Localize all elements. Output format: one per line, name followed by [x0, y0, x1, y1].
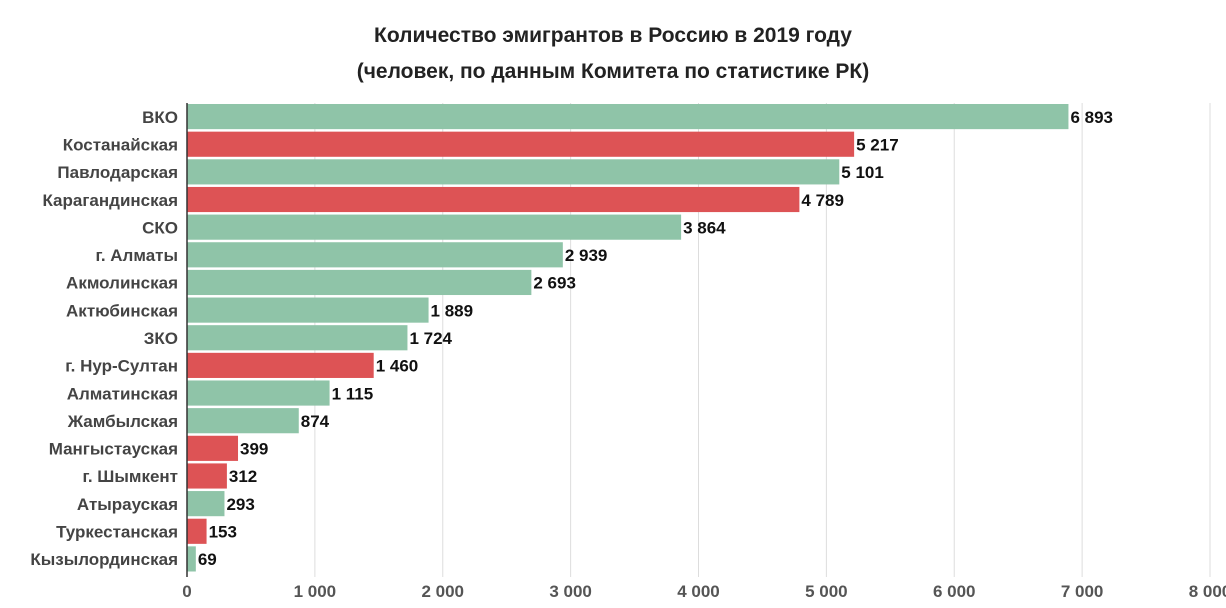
category-label: Мангыстауская [49, 440, 178, 459]
data-label: 1 889 [431, 301, 474, 320]
category-label: Алматинская [67, 384, 178, 403]
x-tick-label: 1 000 [294, 582, 337, 601]
bar [187, 546, 196, 572]
bar [187, 408, 299, 434]
x-tick-label: 5 000 [805, 582, 848, 601]
bar [187, 214, 682, 240]
bar [187, 297, 429, 323]
bar [187, 131, 855, 157]
data-label: 293 [226, 495, 254, 514]
bar [187, 186, 800, 213]
bar [187, 325, 408, 351]
data-label: 399 [240, 440, 268, 459]
bar [187, 491, 225, 517]
data-label: 1 115 [332, 384, 374, 403]
x-tick-label: 7 000 [1061, 582, 1104, 601]
category-label: Жамбылская [67, 412, 178, 431]
category-label: Актюбинская [66, 301, 178, 320]
chart-subtitle: (человек, по данным Комитета по статисти… [356, 60, 870, 83]
bar [187, 380, 330, 406]
data-label: 1 460 [376, 357, 419, 376]
category-label: Костанайская [63, 135, 178, 154]
bar [187, 435, 239, 461]
data-label: 2 939 [565, 246, 608, 265]
data-label: 69 [198, 550, 217, 569]
bar [187, 159, 840, 185]
category-label: ВКО [142, 108, 178, 127]
category-label: Атырауская [77, 495, 178, 514]
x-tick-label: 6 000 [933, 582, 976, 601]
category-label: Карагандинская [42, 191, 178, 210]
bar [187, 518, 207, 544]
data-label: 6 893 [1070, 108, 1113, 127]
x-tick-label: 8 000 [1189, 582, 1226, 601]
category-label: Акмолинская [66, 274, 178, 293]
bar [187, 352, 374, 378]
bar [187, 104, 1069, 130]
data-label: 312 [229, 467, 257, 486]
bar [187, 463, 227, 489]
chart-title: Количество эмигрантов в Россию в 2019 го… [374, 24, 852, 47]
data-label: 3 864 [683, 218, 726, 237]
data-label: 2 693 [533, 274, 576, 293]
x-tick-label: 2 000 [421, 582, 464, 601]
category-label: ЗКО [144, 329, 178, 348]
data-label: 5 101 [841, 163, 884, 182]
bar [187, 242, 563, 268]
x-tick-label: 3 000 [549, 582, 592, 601]
bar [187, 269, 532, 296]
category-label: Павлодарская [57, 163, 178, 182]
data-label: 153 [209, 523, 237, 542]
category-label: г. Алматы [95, 246, 178, 265]
category-label: г. Шымкент [82, 467, 178, 486]
x-tick-label: 4 000 [677, 582, 720, 601]
data-label: 874 [301, 412, 330, 431]
category-label: Туркестанская [56, 523, 178, 542]
category-label: г. Нур-Султан [65, 357, 178, 376]
data-label: 1 724 [409, 329, 452, 348]
x-tick-label: 0 [182, 582, 191, 601]
data-label: 4 789 [801, 191, 844, 210]
data-label: 5 217 [856, 135, 899, 154]
category-label: Кызылординская [30, 550, 178, 569]
category-label: СКО [142, 218, 178, 237]
